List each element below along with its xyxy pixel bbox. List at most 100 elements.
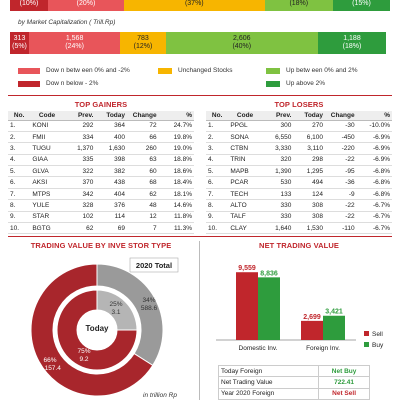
legend-sell: Sell <box>372 331 383 338</box>
table-row: 10. CLAY 1,640 1,530 -110 -6.7% <box>206 222 392 235</box>
table-cell: 72 <box>127 120 159 132</box>
segment-pct: (18%) <box>342 43 362 50</box>
table-cell: 5. <box>8 165 31 178</box>
table-cell: 342 <box>63 188 96 201</box>
table-cell: 3. <box>206 142 229 155</box>
market-cap-segment: 313 (5%) <box>10 32 29 54</box>
table-cell: 1,530 <box>293 222 325 235</box>
table-cell: 530 <box>261 176 294 189</box>
table-cell: -6.7% <box>356 199 392 212</box>
table-cell: -6.8% <box>356 165 392 178</box>
table-cell: CTBN <box>228 142 262 155</box>
column-header: Change <box>325 111 357 121</box>
table-cell: 9. <box>8 211 31 224</box>
table-row: 9. TALF 330 308 -22 -6.7% <box>206 211 392 224</box>
segment-pct: (20%) <box>76 0 96 7</box>
table-cell: TECH <box>228 188 262 201</box>
summary-value: Net Sell <box>318 387 370 400</box>
table-cell: 114 <box>95 211 127 224</box>
table-cell: 1,370 <box>63 142 96 155</box>
table-cell: 124 <box>293 188 325 201</box>
divider <box>8 236 392 237</box>
table-cell: 4. <box>8 154 31 167</box>
table-cell: 24.7% <box>158 120 194 132</box>
market-cap-segment: 1,568 (24%) <box>29 32 121 54</box>
summary-row: Today Foreign Net Buy <box>217 364 370 378</box>
segment-value: 313 <box>13 35 26 42</box>
unit-label: in trillion Rp <box>143 392 177 399</box>
table-cell: 8. <box>206 199 229 212</box>
table-cell: 322 <box>63 165 96 178</box>
table-cell: ALTO <box>228 199 262 212</box>
table-cell: 382 <box>95 165 127 178</box>
table-row: 2. FMII 334 400 66 19.8% <box>8 131 194 144</box>
top-losers-title: TOP LOSERS <box>274 100 324 109</box>
outer-domestic-pct: 66% <box>43 357 56 364</box>
net-trading-bar-chart: 9,559 8,836 Domestic Inv. 2,699 3,421 Foreign… <box>216 265 384 352</box>
summary-row: Year 2020 Foreign Net Sell <box>217 387 370 400</box>
segment-pct: (40%) <box>232 43 252 50</box>
table-cell: -30 <box>325 120 357 132</box>
legend-swatch-sell <box>364 331 369 336</box>
table-row: 8. YULE 328 376 48 14.6% <box>8 199 194 212</box>
category-label: Domestic Inv. <box>239 345 278 352</box>
table-cell: 400 <box>95 131 127 144</box>
table-cell: 18.4% <box>158 176 194 189</box>
table-cell: 62 <box>63 222 96 235</box>
table-cell: GLVA <box>30 165 64 178</box>
total-label: 2020 Total <box>136 261 172 270</box>
inner-foreign-value: 3.1 <box>111 309 120 316</box>
column-header: % <box>158 111 194 121</box>
table-row: 10. BGTG 62 69 7 11.3% <box>8 222 194 235</box>
summary-label: Year 2020 Foreign <box>217 387 320 400</box>
summary-label: Today Foreign <box>217 364 320 378</box>
table-cell: 48 <box>127 199 159 212</box>
table-cell: -6.8% <box>356 188 392 201</box>
buy-bar <box>323 315 345 340</box>
table-cell: 66 <box>127 131 159 144</box>
table-row: 7. TECH 133 124 -9 -6.8% <box>206 188 392 201</box>
table-cell: 18.6% <box>158 165 194 178</box>
advance-decline-segment: (10%) <box>10 0 48 11</box>
legend-swatch-dark-green <box>266 80 280 87</box>
table-cell: 18.8% <box>158 154 194 167</box>
segment-pct: (18%) <box>289 0 309 7</box>
table-cell: 5. <box>206 165 229 178</box>
column-header: Code <box>30 111 64 121</box>
table-row: 5. GLVA 322 382 60 18.6% <box>8 165 194 178</box>
legend-swatch-light-red <box>18 67 40 74</box>
outer-foreign-value: 588.6 <box>141 305 158 312</box>
table-cell: 9. <box>206 211 229 224</box>
table-row: 6. AKSI 370 438 68 18.4% <box>8 176 194 189</box>
outer-foreign-pct: 34% <box>142 297 155 304</box>
donut-hole <box>78 311 116 349</box>
table-cell: 63 <box>127 154 159 167</box>
table-cell: -6.8% <box>356 176 392 189</box>
table-cell: BGTG <box>30 222 64 235</box>
table-cell: TRIN <box>228 154 262 167</box>
trading-value-title: TRADING VALUE BY INVE STOR TYPE <box>30 241 172 250</box>
table-cell: 12 <box>127 211 159 224</box>
summary-value: Net Buy <box>318 364 370 378</box>
net-trading-title: NET TRADING VALUE <box>259 241 339 250</box>
column-header: No. <box>8 111 31 121</box>
sell-bar <box>236 272 258 340</box>
advance-decline-segment: (15%) <box>332 0 390 11</box>
table-row: 5. MAPB 1,390 1,295 -95 -6.8% <box>206 165 392 178</box>
table-cell: 398 <box>95 154 127 167</box>
table-cell: FMII <box>30 131 64 144</box>
table-cell: 330 <box>261 211 294 224</box>
table-cell: -22 <box>325 211 357 224</box>
column-header: % <box>356 111 392 121</box>
column-header: Today <box>95 111 127 121</box>
table-cell: MTPS <box>30 188 64 201</box>
inner-domestic-pct: 75% <box>77 348 90 355</box>
table-cell: PPGL <box>228 120 262 132</box>
table-cell: 10. <box>8 222 31 235</box>
market-cap-segment: 1,188 (18%) <box>317 32 387 54</box>
table-row: 6. PCAR 530 494 -36 -6.8% <box>206 176 392 189</box>
advance-decline-segment: (37%) <box>124 0 265 11</box>
table-cell: 2. <box>206 131 229 144</box>
legend-label: Up above 2% <box>286 80 326 87</box>
column-header: No. <box>206 111 229 121</box>
